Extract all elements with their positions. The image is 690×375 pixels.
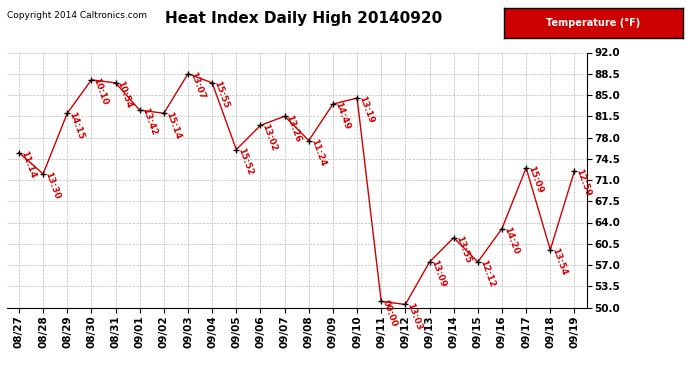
Text: 13:19: 13:19: [357, 95, 375, 125]
Text: 14:20: 14:20: [502, 225, 520, 255]
Text: 13:09: 13:09: [429, 259, 448, 289]
Text: 13:54: 13:54: [551, 247, 569, 277]
Text: 15:14: 15:14: [164, 110, 182, 140]
Text: 14:15: 14:15: [68, 110, 86, 140]
Text: 12:59: 12:59: [574, 168, 593, 198]
Text: Heat Index Daily High 20140920: Heat Index Daily High 20140920: [165, 11, 442, 26]
Text: 11:24: 11:24: [308, 138, 327, 168]
Text: 11:14: 11:14: [19, 150, 37, 180]
Text: 15:52: 15:52: [236, 147, 255, 177]
Text: 15:09: 15:09: [526, 165, 544, 195]
Text: 13:03: 13:03: [406, 302, 424, 331]
Text: 15:55: 15:55: [213, 80, 230, 110]
Text: 14:49: 14:49: [333, 101, 351, 131]
Text: 13:02: 13:02: [261, 122, 279, 152]
Text: 13:30: 13:30: [43, 171, 61, 201]
Text: 13:07: 13:07: [188, 70, 206, 100]
Text: 12:12: 12:12: [477, 259, 496, 289]
Text: 13:26: 13:26: [284, 113, 303, 143]
Text: 10:54: 10:54: [115, 80, 134, 110]
Text: 00:00: 00:00: [381, 298, 400, 328]
Text: Temperature (°F): Temperature (°F): [546, 18, 640, 27]
Text: 10:10: 10:10: [91, 77, 110, 106]
Text: 13:55: 13:55: [454, 235, 472, 265]
Text: 13:42: 13:42: [139, 107, 158, 137]
Text: Copyright 2014 Caltronics.com: Copyright 2014 Caltronics.com: [7, 11, 147, 20]
